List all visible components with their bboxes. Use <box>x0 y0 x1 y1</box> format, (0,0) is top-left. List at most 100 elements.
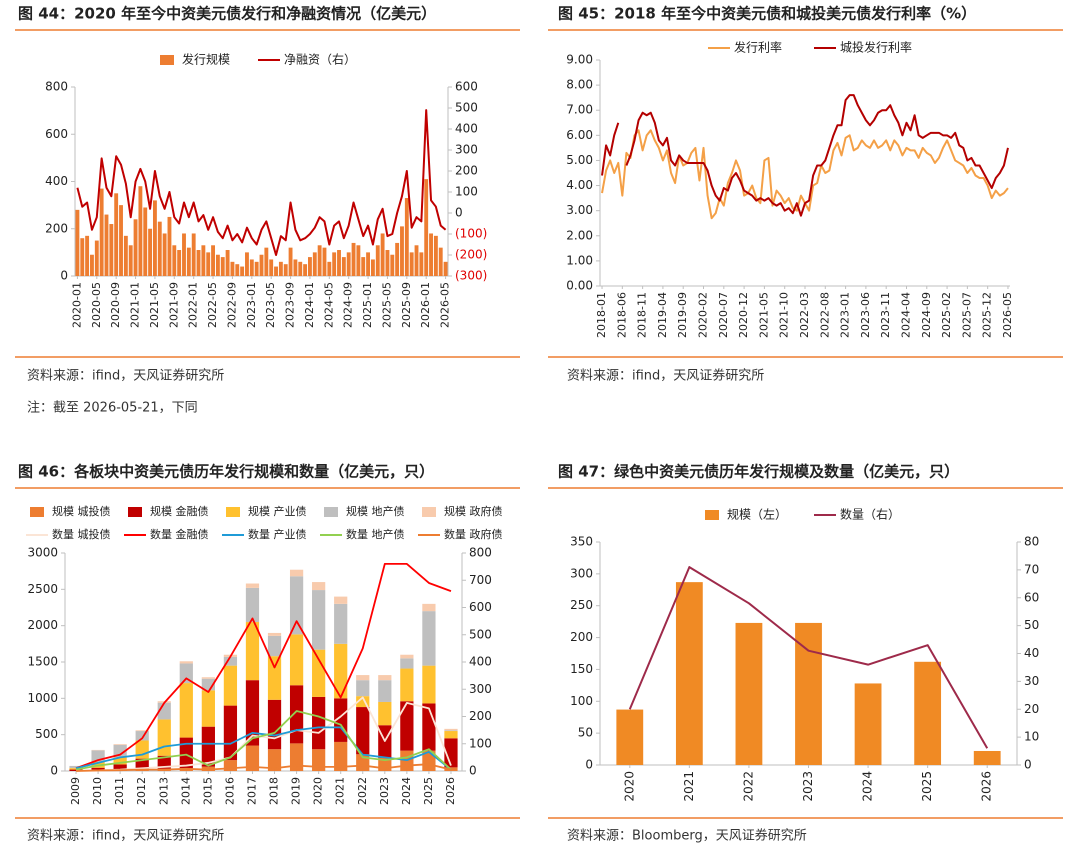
bar <box>201 677 215 679</box>
legend-label: 发行利率 <box>734 40 782 55</box>
bar <box>444 730 458 732</box>
legend-swatch <box>30 507 44 517</box>
bar <box>138 186 143 276</box>
bar <box>69 765 83 769</box>
bar <box>179 661 193 664</box>
y-tick-label: 3.00 <box>566 203 593 217</box>
bar <box>135 730 149 732</box>
bar <box>182 233 186 276</box>
bar <box>395 242 400 276</box>
bar <box>113 744 127 745</box>
bar <box>91 750 105 762</box>
x-tick-label: 2023 <box>801 771 815 802</box>
y2-tick-label: 0 <box>455 206 463 220</box>
chart-title: 图 45：2018 年至今中资美元债和城投美元债发行利率（%） <box>558 5 976 23</box>
bar <box>225 250 230 276</box>
bar <box>114 193 119 276</box>
bar <box>85 235 90 276</box>
bar <box>422 611 436 666</box>
bar <box>312 582 326 591</box>
line <box>76 763 452 772</box>
y2-tick-label: 500 <box>469 627 492 641</box>
bar <box>274 266 278 276</box>
line <box>76 696 452 772</box>
bar <box>438 247 443 276</box>
y-tick-label: 0 <box>50 764 58 778</box>
bar <box>380 233 385 276</box>
y-tick-label: 2000 <box>27 618 58 632</box>
line <box>75 710 452 771</box>
chart-title: 图 47：绿色中资美元债历年发行规模及数量（亿美元，只） <box>558 463 959 481</box>
bar <box>143 207 148 276</box>
y-tick-label: 7.00 <box>566 103 593 117</box>
x-tick-label: 2021 <box>334 777 347 805</box>
legend-label: 数量 政府债 <box>444 527 503 541</box>
bar <box>422 665 436 704</box>
bar <box>334 603 348 644</box>
bar <box>264 247 269 276</box>
x-tick-label: 2017 <box>245 777 258 805</box>
y2-tick-label: 30 <box>1024 674 1039 688</box>
bar <box>443 261 448 276</box>
x-tick-label: 2026 <box>444 777 457 805</box>
bar <box>341 257 346 276</box>
legend-label: 数量 产业债 <box>248 527 307 541</box>
y2-tick-label: 200 <box>469 709 492 723</box>
bar <box>433 235 438 276</box>
bar <box>94 240 99 276</box>
source-note: 资料来源：ifind，天风证券研究所 <box>27 368 224 384</box>
bar <box>245 680 260 746</box>
bar <box>186 247 191 276</box>
x-tick-label: 2020 <box>312 777 325 805</box>
bar <box>289 743 304 771</box>
y-tick-label: 3000 <box>27 546 58 560</box>
bar <box>245 252 249 276</box>
legend-label: 数量 金融债 <box>150 527 209 541</box>
bar <box>90 254 94 276</box>
x-tick-label: 2021-05 <box>757 292 770 338</box>
bar <box>289 569 304 577</box>
x-tick-label: 2023 <box>378 777 391 805</box>
bar <box>400 226 404 276</box>
bar <box>289 576 304 635</box>
bar <box>135 731 149 741</box>
y-tick-label: 200 <box>45 221 68 235</box>
bar <box>298 261 303 276</box>
y2-tick-label: (200) <box>455 248 487 262</box>
bar <box>312 590 326 650</box>
legend-label: 规模（左） <box>727 507 787 522</box>
line <box>625 94 1009 217</box>
bar <box>245 583 260 588</box>
bar <box>148 228 153 276</box>
x-tick-label: 2020-05 <box>90 282 103 328</box>
bar <box>179 683 193 738</box>
y2-tick-label: 300 <box>455 143 478 157</box>
x-tick-label: 2010 <box>91 777 104 805</box>
x-tick-label: 2025 <box>422 777 435 805</box>
bar <box>245 622 260 681</box>
bar <box>220 257 225 276</box>
legend-label: 规模 金融债 <box>150 504 209 518</box>
legend-swatch <box>226 507 240 517</box>
bar <box>267 635 282 657</box>
legend-swatch <box>422 507 436 517</box>
x-tick-label: 2018-01 <box>595 292 608 338</box>
bar <box>334 741 348 771</box>
x-tick-label: 2021-01 <box>129 282 142 328</box>
x-tick-label: 2025-01 <box>361 282 374 328</box>
bar <box>245 745 260 771</box>
x-tick-label: 2025 <box>920 771 934 802</box>
bar <box>346 252 351 276</box>
y2-tick-label: 50 <box>1024 618 1039 632</box>
bar <box>312 649 326 697</box>
x-tick-label: 2021-05 <box>148 282 161 328</box>
bar <box>370 259 375 276</box>
x-tick-label: 2022-09 <box>225 282 238 328</box>
bar <box>429 233 433 276</box>
y2-tick-label: 40 <box>1024 646 1039 660</box>
y-tick-label: 5.00 <box>566 153 593 167</box>
y-tick-label: 9.00 <box>566 53 593 67</box>
bar <box>337 250 341 276</box>
y2-tick-label: 80 <box>1024 535 1039 549</box>
bar <box>245 587 260 623</box>
